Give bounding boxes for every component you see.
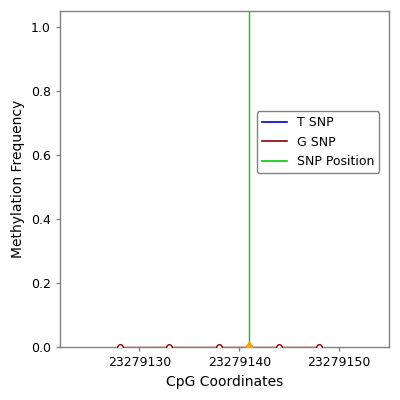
X-axis label: CpG Coordinates: CpG Coordinates — [166, 375, 283, 389]
Y-axis label: Methylation Frequency: Methylation Frequency — [11, 100, 25, 258]
Legend: T SNP, G SNP, SNP Position: T SNP, G SNP, SNP Position — [257, 112, 379, 173]
